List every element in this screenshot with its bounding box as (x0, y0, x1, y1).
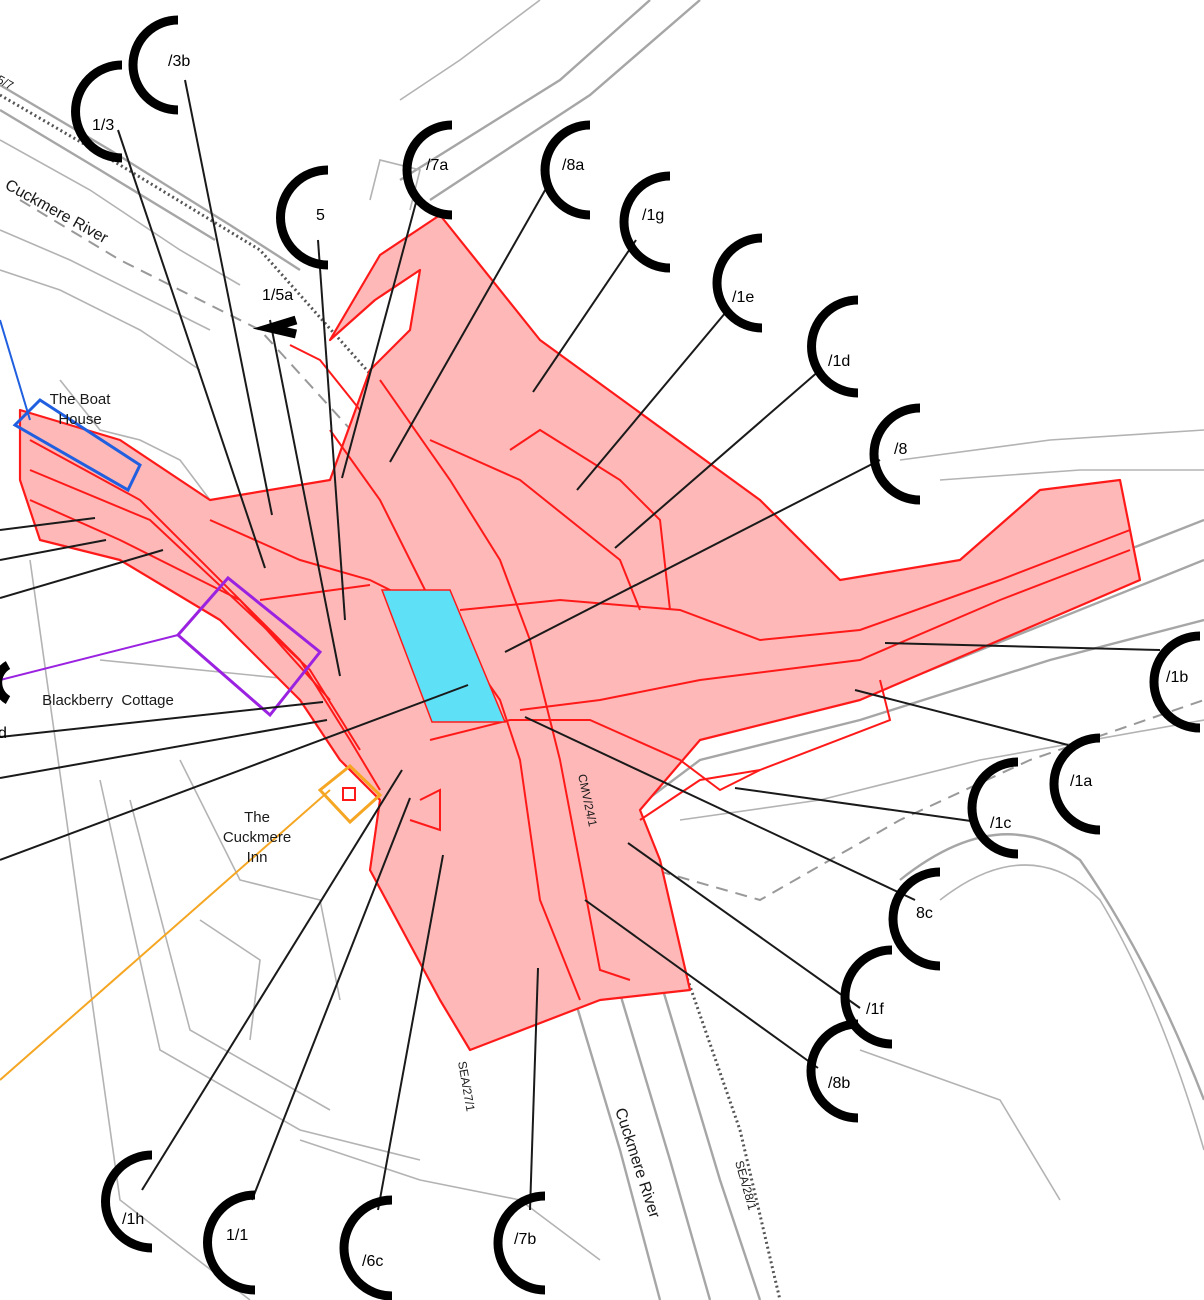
ref-label-1h: /1h (122, 1211, 144, 1228)
ref-label-1-1: 1/1 (226, 1227, 248, 1244)
bracket-1h (101, 1150, 153, 1253)
cuckmere-inn-label-line2: Cuckmere (223, 829, 291, 846)
bracket-1c (967, 757, 1019, 859)
highlighted-parcel (380, 589, 507, 723)
cottage-outline (175, 575, 323, 718)
bracket-1-1 (203, 1190, 256, 1295)
bracket-8 (869, 403, 921, 505)
ref-label-5: 5 (316, 207, 325, 224)
ref-label-3b: /3b (168, 53, 190, 70)
cuckmere-inn-label-line1: The (244, 809, 270, 826)
bracket-1f (840, 945, 893, 1049)
bracket-8c (888, 867, 941, 971)
ref-label-8: /8 (894, 441, 907, 458)
ref-label-1b: /1b (1166, 669, 1188, 686)
inn-outline (317, 764, 383, 825)
ref-label-1-3: 1/3 (92, 117, 114, 134)
ref-label-8a: /8a (562, 157, 584, 174)
bracket-6c (339, 1195, 393, 1300)
bracket-1-3 (71, 60, 123, 163)
bracket-8b (806, 1019, 859, 1123)
bracket-1a (1049, 733, 1101, 835)
ref-label-8b: /8b (828, 1075, 850, 1092)
ref-label-1e: /1e (732, 289, 754, 306)
bracket-1b (1149, 631, 1201, 733)
reference-brackets (0, 15, 1201, 1300)
ref-label-1f: /1f (866, 1001, 884, 1018)
bracket-7a (402, 120, 453, 220)
code-label-sea28: SEA/28/1 (732, 1159, 760, 1212)
river-label-lower: Cuckmere River (611, 1106, 663, 1221)
orange-link-line (0, 789, 331, 1081)
bracket-8a (540, 120, 591, 220)
ref-label-1d: /1d (828, 353, 850, 370)
bracket-7b (493, 1191, 546, 1295)
code-label-sea27: SEA/27/1 (455, 1060, 478, 1113)
bracket-1e (712, 233, 763, 333)
boat-house-label-line2: House (58, 411, 101, 428)
ref-label-1c: /1c (990, 815, 1011, 832)
boat-house-outline (12, 398, 142, 493)
bracket-left-d (0, 661, 11, 704)
purple-link-line (0, 634, 179, 681)
reference-labels: /3b 1/3 5 1/5a /7a /8a /1g /1e /1d /8 /1… (0, 53, 1188, 1270)
ref-label-8c: 8c (916, 905, 933, 922)
ref-label-1a: /1a (1070, 773, 1092, 790)
ref-label-left-d: d (0, 725, 7, 742)
ref-label-1-5a: 1/5a (262, 287, 293, 304)
code-label-top-left: 5/7 (0, 72, 16, 92)
ref-label-7b: /7b (514, 1231, 536, 1248)
bracket-1d (807, 295, 859, 398)
bracket-1g (619, 171, 671, 273)
boat-house-label-line1: The Boat (50, 391, 112, 408)
bracket-1-5a (252, 315, 298, 339)
blackberry-cottage-label: Blackberry Cottage (42, 692, 174, 709)
bracket-3b (128, 15, 179, 115)
river-label-upper: Cuckmere River (2, 177, 111, 248)
ref-label-6c: /6c (362, 1253, 383, 1270)
blue-link-line (0, 319, 31, 421)
ref-label-1g: /1g (642, 207, 664, 224)
inn-marker (342, 787, 356, 801)
ref-label-7a: /7a (426, 157, 448, 174)
leader-lines (0, 79, 1161, 1211)
site-boundary-zone (18, 213, 1142, 1052)
bracket-5 (276, 165, 329, 270)
cuckmere-inn-label-line3: Inn (247, 849, 268, 866)
